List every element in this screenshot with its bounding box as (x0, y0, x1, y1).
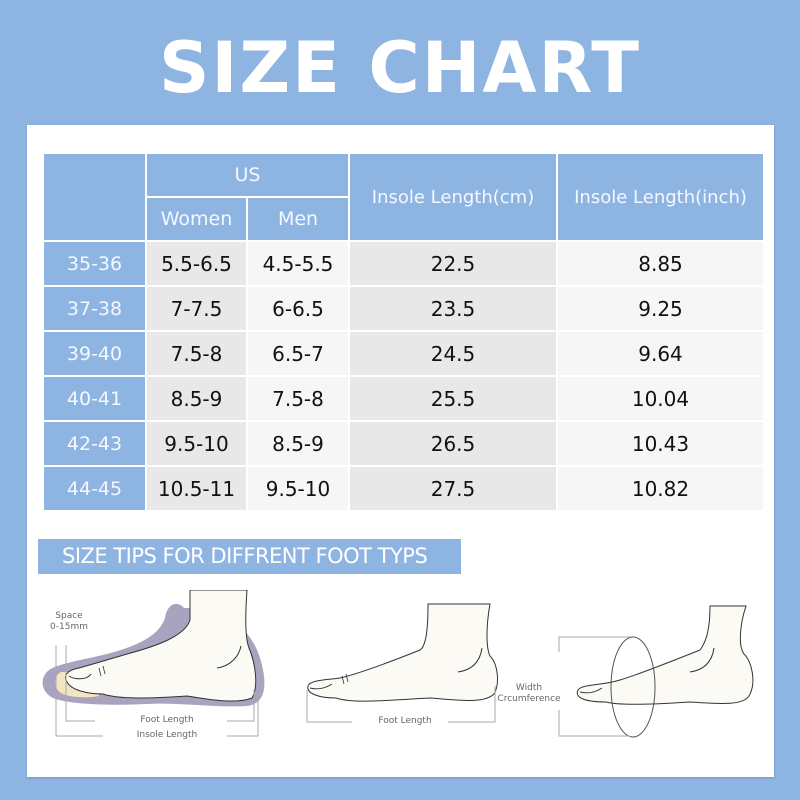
foot-length-label-2: Foot Length (378, 716, 432, 726)
eu-size-cell: 35-36 (42, 240, 147, 287)
width-label-line2: Crcumference (497, 694, 561, 704)
us-men-cell: 9.5-10 (246, 465, 350, 512)
women-header: Women (145, 196, 248, 242)
insole-inch-cell: 10.43 (556, 420, 765, 467)
size-table: US Insole Length(cm) Insole Length(inch)… (42, 152, 765, 512)
insole-inch-cell: 8.85 (556, 240, 765, 287)
table-row: 42-43 9.5-10 8.5-9 26.5 10.43 (42, 420, 765, 467)
corner-header (42, 152, 147, 242)
us-women-cell: 9.5-10 (145, 420, 248, 467)
us-women-cell: 5.5-6.5 (145, 240, 248, 287)
insole-cm-cell: 23.5 (348, 285, 558, 332)
page-title: SIZE CHART (158, 27, 642, 109)
table-row: 37-38 7-7.5 6-6.5 23.5 9.25 (42, 285, 765, 332)
insole-inch-cell: 10.04 (556, 375, 765, 422)
width-circumference-label: Width Crcumference (489, 683, 569, 705)
insole-cm-header: Insole Length(cm) (348, 152, 558, 242)
size-chart-card: US Insole Length(cm) Insole Length(inch)… (27, 125, 774, 777)
us-women-cell: 7.5-8 (145, 330, 248, 377)
space-label: Space 0-15mm (39, 611, 99, 633)
insole-cm-cell: 26.5 (348, 420, 558, 467)
foot-length-icon (306, 603, 498, 723)
eu-size-cell: 44-45 (42, 465, 147, 512)
insole-cm-cell: 25.5 (348, 375, 558, 422)
eu-size-cell: 42-43 (42, 420, 147, 467)
width-label-line1: Width (515, 683, 543, 693)
men-header: Men (246, 196, 350, 242)
foot-insole-icon (42, 590, 265, 737)
us-women-cell: 8.5-9 (145, 375, 248, 422)
us-men-cell: 6-6.5 (246, 285, 350, 332)
us-men-cell: 6.5-7 (246, 330, 350, 377)
foot-length-label: Foot Length (140, 715, 194, 725)
space-label-line1: Space (55, 611, 83, 621)
eu-size-cell: 40-41 (42, 375, 147, 422)
foot-illustrations: Space 0-15mm Foot Length Insole Length F… (27, 590, 774, 770)
size-tips-banner: SIZE TIPS FOR DIFFRENT FOOT TYPS (38, 539, 461, 574)
table-row: 39-40 7.5-8 6.5-7 24.5 9.64 (42, 330, 765, 377)
us-women-cell: 7-7.5 (145, 285, 248, 332)
insole-length-label: Insole Length (136, 730, 198, 740)
us-men-cell: 4.5-5.5 (246, 240, 350, 287)
table-row: 40-41 8.5-9 7.5-8 25.5 10.04 (42, 375, 765, 422)
insole-inch-cell: 9.25 (556, 285, 765, 332)
insole-inch-cell: 9.64 (556, 330, 765, 377)
us-group-header: US (145, 152, 350, 198)
table-row: 35-36 5.5-6.5 4.5-5.5 22.5 8.85 (42, 240, 765, 287)
insole-inch-cell: 10.82 (556, 465, 765, 512)
insole-cm-cell: 27.5 (348, 465, 558, 512)
us-women-cell: 10.5-11 (145, 465, 248, 512)
insole-cm-cell: 24.5 (348, 330, 558, 377)
width-circumference-icon (558, 605, 754, 738)
us-men-cell: 7.5-8 (246, 375, 350, 422)
space-label-line2: 0-15mm (50, 622, 88, 632)
eu-size-cell: 37-38 (42, 285, 147, 332)
us-men-cell: 8.5-9 (246, 420, 350, 467)
insole-cm-cell: 22.5 (348, 240, 558, 287)
eu-size-cell: 39-40 (42, 330, 147, 377)
table-row: 44-45 10.5-11 9.5-10 27.5 10.82 (42, 465, 765, 512)
insole-inch-header: Insole Length(inch) (556, 152, 765, 242)
